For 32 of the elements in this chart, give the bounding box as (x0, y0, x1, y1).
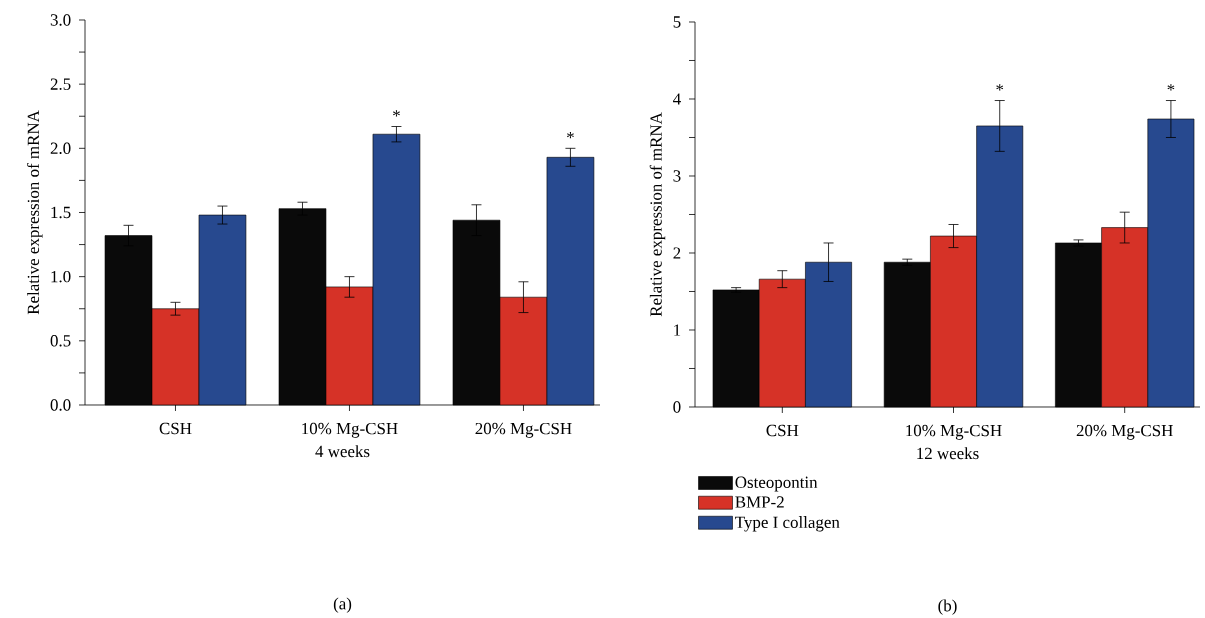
annotation: * (567, 132, 574, 139)
x-tick-label: CSH (159, 422, 192, 435)
y-tick-label: 2.5 (50, 78, 71, 90)
x-tick-label: 10% Mg-CSH (906, 424, 1002, 440)
x-tick-label: 20% Mg-CSH (475, 422, 572, 438)
y-tick-label: 0.5 (50, 335, 71, 347)
y-tick-label: 0.0 (50, 399, 71, 411)
x-tick-label: CSH (766, 424, 799, 437)
x-axis-title: 4 weeks (315, 445, 370, 458)
legend-label: BMP-2 (735, 496, 784, 508)
text: (b) (938, 599, 957, 615)
annotation: * (1167, 84, 1175, 91)
text: (a) (333, 597, 352, 613)
y-tick-label: 0 (673, 401, 681, 413)
y-tick-label: 2 (673, 247, 681, 259)
x-tick-label: 20% Mg-CSH (1076, 424, 1173, 440)
legend-label: Type I collagen (735, 516, 840, 532)
y-tick-label: 3 (673, 170, 681, 182)
annotation: * (393, 110, 400, 117)
y-tick-label: 1.5 (51, 206, 71, 219)
y-tick-label: 2.0 (50, 142, 71, 155)
y-tick-label: 1 (674, 324, 681, 336)
x-tick-label: 10% Mg-CSH (302, 422, 398, 438)
y-tick-label: 4 (673, 93, 681, 105)
annotation: * (996, 84, 1004, 91)
y-axis-title: Relative expression of mRNA (26, 110, 43, 315)
legend-label: Osteopontin (735, 476, 818, 492)
y-tick-label: 1.0 (51, 270, 71, 283)
y-tick-label: 5 (673, 16, 681, 28)
y-tick-label: 3.0 (50, 14, 71, 26)
y-axis-title: Relative expression of mRNA (649, 112, 666, 317)
x-axis-title: 12 weeks (917, 447, 979, 460)
